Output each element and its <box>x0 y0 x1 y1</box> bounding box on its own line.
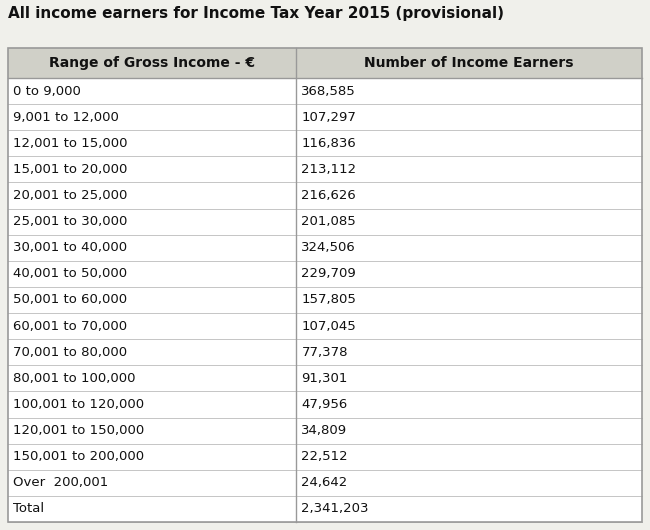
Text: 0 to 9,000: 0 to 9,000 <box>13 85 81 98</box>
Text: 150,001 to 200,000: 150,001 to 200,000 <box>13 450 144 463</box>
Text: 25,001 to 30,000: 25,001 to 30,000 <box>13 215 127 228</box>
Bar <box>8 48 642 522</box>
Text: Range of Gross Income - €: Range of Gross Income - € <box>49 56 255 70</box>
Text: 229,709: 229,709 <box>302 267 356 280</box>
Text: Number of Income Earners: Number of Income Earners <box>365 56 574 70</box>
Text: All income earners for Income Tax Year 2015 (provisional): All income earners for Income Tax Year 2… <box>8 6 504 21</box>
Text: 368,585: 368,585 <box>302 85 356 98</box>
Text: 216,626: 216,626 <box>302 189 356 202</box>
Text: 47,956: 47,956 <box>302 398 348 411</box>
Text: 107,045: 107,045 <box>302 320 356 333</box>
Text: 20,001 to 25,000: 20,001 to 25,000 <box>13 189 127 202</box>
Text: 77,378: 77,378 <box>302 346 348 359</box>
Text: 116,836: 116,836 <box>302 137 356 150</box>
Text: 40,001 to 50,000: 40,001 to 50,000 <box>13 267 127 280</box>
Text: 24,642: 24,642 <box>302 476 348 489</box>
Text: 213,112: 213,112 <box>302 163 357 176</box>
Text: 22,512: 22,512 <box>302 450 348 463</box>
Text: Total: Total <box>13 502 44 516</box>
Text: 100,001 to 120,000: 100,001 to 120,000 <box>13 398 144 411</box>
Text: 9,001 to 12,000: 9,001 to 12,000 <box>13 111 119 123</box>
Text: 157,805: 157,805 <box>302 294 356 306</box>
Text: 12,001 to 15,000: 12,001 to 15,000 <box>13 137 127 150</box>
Text: 15,001 to 20,000: 15,001 to 20,000 <box>13 163 127 176</box>
Text: 30,001 to 40,000: 30,001 to 40,000 <box>13 241 127 254</box>
Text: 70,001 to 80,000: 70,001 to 80,000 <box>13 346 127 359</box>
Text: 34,809: 34,809 <box>302 424 348 437</box>
Text: Over  200,001: Over 200,001 <box>13 476 109 489</box>
Text: 60,001 to 70,000: 60,001 to 70,000 <box>13 320 127 333</box>
Text: 2,341,203: 2,341,203 <box>302 502 369 516</box>
Text: 201,085: 201,085 <box>302 215 356 228</box>
Text: 50,001 to 60,000: 50,001 to 60,000 <box>13 294 127 306</box>
Text: 80,001 to 100,000: 80,001 to 100,000 <box>13 372 135 385</box>
Bar <box>8 48 642 522</box>
Text: 91,301: 91,301 <box>302 372 348 385</box>
Bar <box>8 48 642 78</box>
Text: 107,297: 107,297 <box>302 111 356 123</box>
Text: 324,506: 324,506 <box>302 241 356 254</box>
Text: 120,001 to 150,000: 120,001 to 150,000 <box>13 424 144 437</box>
